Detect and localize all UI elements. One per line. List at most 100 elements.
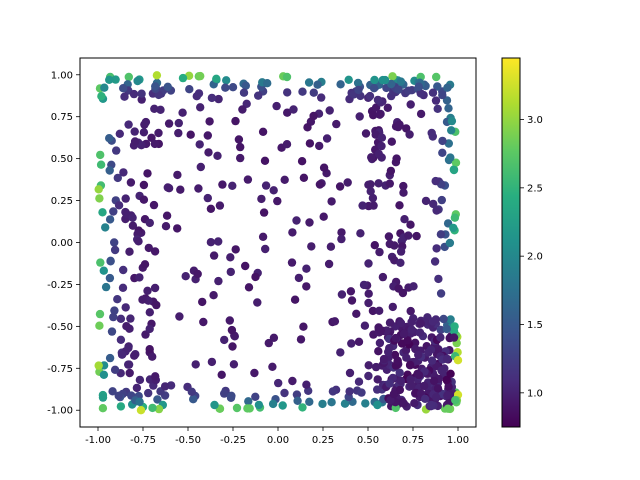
scatter-point bbox=[145, 218, 154, 228]
scatter-point bbox=[210, 400, 219, 410]
scatter-point bbox=[375, 110, 384, 119]
scatter-point bbox=[292, 216, 301, 225]
scatter-point bbox=[226, 253, 235, 262]
scatter-point bbox=[161, 222, 171, 231]
colorbar-tick-label: 1.5 bbox=[527, 320, 543, 331]
scatter-point bbox=[315, 141, 324, 151]
scatter-point bbox=[174, 118, 183, 128]
scatter-point bbox=[357, 388, 366, 397]
scatter-point bbox=[209, 251, 219, 260]
scatter-point bbox=[268, 399, 278, 409]
scatter-point bbox=[377, 153, 386, 162]
scatter-point bbox=[135, 273, 144, 282]
scatter-point bbox=[386, 396, 395, 405]
scatter-point bbox=[410, 399, 419, 408]
scatter-point bbox=[260, 156, 270, 165]
scatter-point bbox=[389, 389, 399, 399]
scatter-point bbox=[356, 229, 365, 238]
scatter-point bbox=[446, 369, 455, 378]
scatter-point bbox=[139, 195, 149, 204]
scatter-point bbox=[444, 139, 453, 148]
scatter-point bbox=[354, 377, 364, 386]
scatter-point bbox=[108, 387, 117, 396]
scatter-point bbox=[187, 387, 196, 396]
scatter-point bbox=[205, 117, 214, 126]
scatter-point bbox=[345, 368, 355, 378]
scatter-point bbox=[268, 362, 277, 371]
scatter-point bbox=[406, 306, 415, 316]
scatter-point bbox=[238, 105, 247, 114]
x-tick-label: -0.25 bbox=[220, 435, 246, 446]
scatter-point bbox=[105, 134, 114, 143]
scatter-point bbox=[138, 295, 147, 304]
scatter-point bbox=[358, 201, 367, 210]
scatter-point bbox=[121, 303, 130, 312]
scatter-point bbox=[416, 319, 425, 328]
x-tick-label: 0.50 bbox=[357, 435, 379, 446]
scatter-point bbox=[292, 390, 302, 399]
scatter-point bbox=[241, 261, 250, 271]
scatter-point bbox=[173, 224, 182, 233]
scatter-point bbox=[384, 347, 393, 357]
scatter-point bbox=[344, 75, 353, 85]
scatter-point bbox=[283, 88, 292, 97]
scatter-point bbox=[228, 342, 237, 351]
scatter-point bbox=[209, 291, 218, 300]
scatter-point bbox=[98, 208, 107, 217]
scatter-point bbox=[294, 273, 304, 283]
scatter-point bbox=[263, 79, 272, 88]
scatter-point bbox=[429, 376, 439, 386]
scatter-point bbox=[122, 322, 131, 331]
scatter-point bbox=[254, 91, 263, 100]
scatter-point bbox=[376, 326, 385, 335]
scatter-point bbox=[137, 95, 146, 104]
scatter-point bbox=[378, 272, 388, 282]
scatter-point bbox=[193, 269, 202, 279]
scatter-point bbox=[154, 128, 163, 138]
scatter-point bbox=[132, 383, 142, 393]
scatter-point bbox=[365, 91, 375, 101]
scatter-point bbox=[243, 175, 253, 184]
scatter-point bbox=[432, 72, 441, 82]
scatter-point bbox=[364, 361, 373, 370]
scatter-point bbox=[96, 160, 106, 169]
scatter-point bbox=[364, 259, 373, 268]
scatter-point bbox=[143, 169, 152, 178]
scatter-point bbox=[447, 116, 457, 126]
y-tick-label: 1.00 bbox=[51, 70, 73, 81]
scatter-point bbox=[189, 395, 198, 404]
scatter-point bbox=[446, 315, 455, 324]
scatter-point bbox=[436, 333, 445, 342]
scatter-point bbox=[196, 71, 205, 81]
scatter-point bbox=[207, 93, 217, 103]
scatter-point bbox=[214, 237, 223, 246]
scatter-point bbox=[385, 179, 394, 188]
scatter-point bbox=[175, 312, 184, 321]
scatter-point bbox=[160, 382, 170, 391]
scatter-point bbox=[399, 399, 408, 408]
scatter-point bbox=[130, 351, 139, 360]
scatter-point bbox=[149, 200, 159, 210]
scatter-point bbox=[94, 185, 103, 194]
scatter-point bbox=[330, 317, 340, 326]
scatter-point bbox=[375, 247, 384, 257]
scatter-point bbox=[96, 258, 105, 267]
scatter-point bbox=[359, 280, 369, 290]
scatter-point bbox=[288, 228, 297, 237]
scatter-point bbox=[253, 298, 262, 307]
scatter-point bbox=[370, 241, 379, 250]
y-tick-label: 0.25 bbox=[51, 196, 73, 207]
scatter-point bbox=[313, 80, 322, 89]
y-tick-label: -0.50 bbox=[47, 322, 73, 333]
scatter-point bbox=[375, 306, 384, 315]
scatter-point bbox=[432, 206, 441, 215]
scatter-point bbox=[420, 394, 430, 403]
scatter-point bbox=[297, 157, 307, 166]
scatter-point bbox=[226, 267, 235, 277]
scatter-point bbox=[274, 378, 283, 388]
y-axis: -1.00 -0.75 -0.50 -0.25 0.00 0.25 0.50 0.75 1.00 bbox=[47, 70, 80, 417]
scatter-point bbox=[264, 338, 273, 348]
scatter-point bbox=[346, 287, 356, 296]
scatter-point bbox=[355, 112, 364, 121]
scatter-point bbox=[231, 116, 240, 126]
